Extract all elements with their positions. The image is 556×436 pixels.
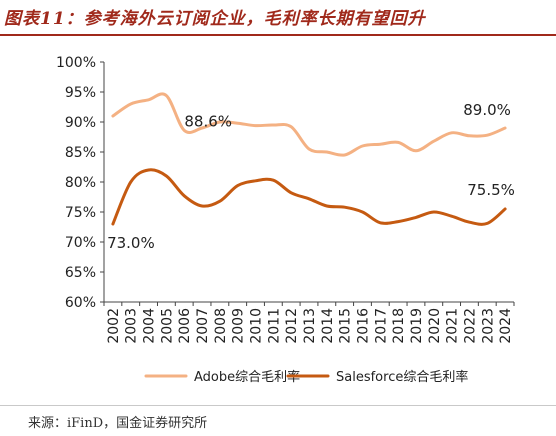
series-lines: [111, 92, 507, 226]
x-tick-label: 2013: [302, 308, 318, 344]
x-tick-label: 2005: [159, 308, 175, 344]
y-tick-label: 100%: [56, 55, 96, 71]
source-note: 来源：iFinD，国金证券研究所: [28, 416, 208, 431]
y-tick-label: 65%: [65, 265, 96, 281]
x-tick-label: 2018: [391, 308, 407, 344]
x-tick-label: 2007: [195, 308, 211, 344]
x-tick-label: 2004: [142, 308, 158, 344]
x-tick-label: 2019: [409, 308, 425, 344]
y-tick-label: 95%: [65, 85, 96, 101]
y-tick-label: 60%: [65, 295, 96, 311]
data-label: 89.0%: [463, 101, 511, 119]
title-rule: [0, 34, 556, 36]
footer-rule: [0, 405, 556, 406]
x-tick-label: 2016: [355, 308, 371, 344]
chart-title: 图表11：参考海外云订阅企业，毛利率长期有望回升: [4, 9, 426, 29]
x-tick-label: 2021: [445, 308, 461, 344]
x-tick-label: 2022: [462, 308, 478, 344]
series-line-1: [111, 168, 507, 226]
y-tick-label: 90%: [65, 115, 96, 131]
x-tick-label: 2014: [320, 308, 336, 344]
chart-axes: 60% 65% 70% 75% 80% 85% 90% 95% 100% 2002 2003 2004…: [56, 55, 515, 344]
data-label: 88.6%: [184, 112, 232, 130]
x-tick-label: 2011: [266, 308, 282, 344]
x-tick-label: 2003: [124, 308, 140, 344]
x-tick-label: 2012: [284, 308, 300, 344]
data-label: 73.0%: [107, 234, 155, 252]
x-tick-label: 2008: [213, 308, 229, 344]
legend: Adobe综合毛利率 Salesforce综合毛利率: [144, 369, 468, 385]
x-tick-label: 2023: [480, 308, 496, 344]
x-tick-label: 2020: [427, 308, 443, 344]
x-tick-label: 2010: [249, 308, 265, 344]
y-tick-label: 80%: [65, 175, 96, 191]
x-tick-label: 2024: [498, 308, 514, 344]
legend-label: Salesforce综合毛利率: [336, 369, 468, 385]
y-tick-label: 75%: [65, 205, 96, 221]
data-label: 75.5%: [467, 181, 515, 199]
y-tick-label: 85%: [65, 145, 96, 161]
x-tick-label: 2006: [177, 308, 193, 344]
y-tick-label: 70%: [65, 235, 96, 251]
line-chart: 60% 65% 70% 75% 80% 85% 90% 95% 100% 2002 2003 2004…: [56, 55, 515, 385]
x-tick-label: 2015: [338, 308, 354, 344]
x-tick-label: 2002: [106, 308, 122, 344]
x-tick-label: 2009: [231, 308, 247, 344]
series-line-0: [111, 92, 507, 157]
legend-label: Adobe综合毛利率: [194, 369, 300, 385]
x-tick-label: 2017: [373, 308, 389, 344]
data-labels: 88.6% 89.0% 73.0% 75.5%: [107, 101, 515, 252]
